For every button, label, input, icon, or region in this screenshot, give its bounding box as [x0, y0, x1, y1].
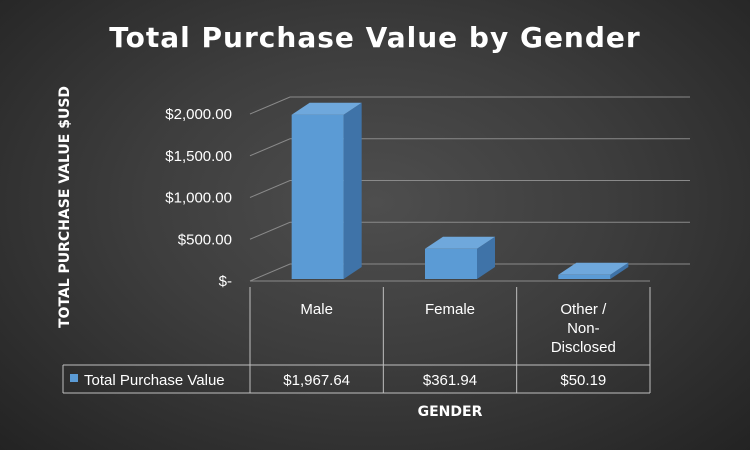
bar-top: [425, 236, 495, 249]
bar-front: [291, 114, 344, 279]
y-tick-label: $1,500.00: [165, 148, 232, 165]
x-tick-label: Male: [300, 301, 333, 318]
y-tick-label: $2,000.00: [165, 106, 232, 123]
y-tick-label: $1,000.00: [165, 190, 232, 207]
data-label: $50.19: [560, 372, 606, 389]
y-tick-label: $500.00: [178, 231, 232, 248]
gridline: [249, 96, 690, 115]
legend-label: Total Purchase Value: [84, 372, 225, 389]
y-axis-title: TOTAL PURCHASE VALUE $USD: [57, 86, 73, 328]
bar: [425, 236, 495, 279]
bar-side: [610, 262, 629, 279]
bar-top: [558, 262, 629, 275]
x-axis-title: GENDER: [418, 404, 483, 420]
chart-title: Total Purchase Value by Gender: [109, 21, 640, 54]
x-tick-label-line: Male: [300, 301, 333, 318]
data-label: $1,967.64: [283, 372, 350, 389]
x-tick-label-line: Disclosed: [551, 339, 616, 356]
data-label: $361.94: [423, 372, 477, 389]
x-tick-label-line: Other /: [560, 301, 607, 318]
y-tick-label: $-: [219, 273, 232, 290]
bar: [291, 102, 362, 279]
gridlines: [249, 96, 690, 282]
bar-side: [343, 102, 362, 279]
bars: [291, 102, 629, 279]
gridline: [249, 263, 690, 282]
bar: [558, 262, 629, 279]
bar-top: [291, 102, 362, 115]
gridline: [249, 221, 690, 240]
x-tick-label: Other / Non- Disclosed: [551, 301, 616, 356]
data-table: Male $1,967.64 Female $361.94 Other / Non- Dis…: [62, 287, 651, 394]
bar-front: [558, 274, 611, 279]
gridline: [249, 138, 690, 157]
x-tick-label-line: Non-: [567, 320, 600, 337]
bar-front: [425, 248, 477, 279]
y-axis-ticks: $- $500.00 $1,000.00 $1,500.00 $2,000.00: [165, 106, 232, 290]
gridline: [249, 180, 690, 198]
x-tick-label-line: Female: [425, 301, 475, 318]
x-tick-label: Female: [425, 301, 475, 318]
legend-swatch: [70, 374, 78, 382]
bar-side: [477, 236, 495, 279]
